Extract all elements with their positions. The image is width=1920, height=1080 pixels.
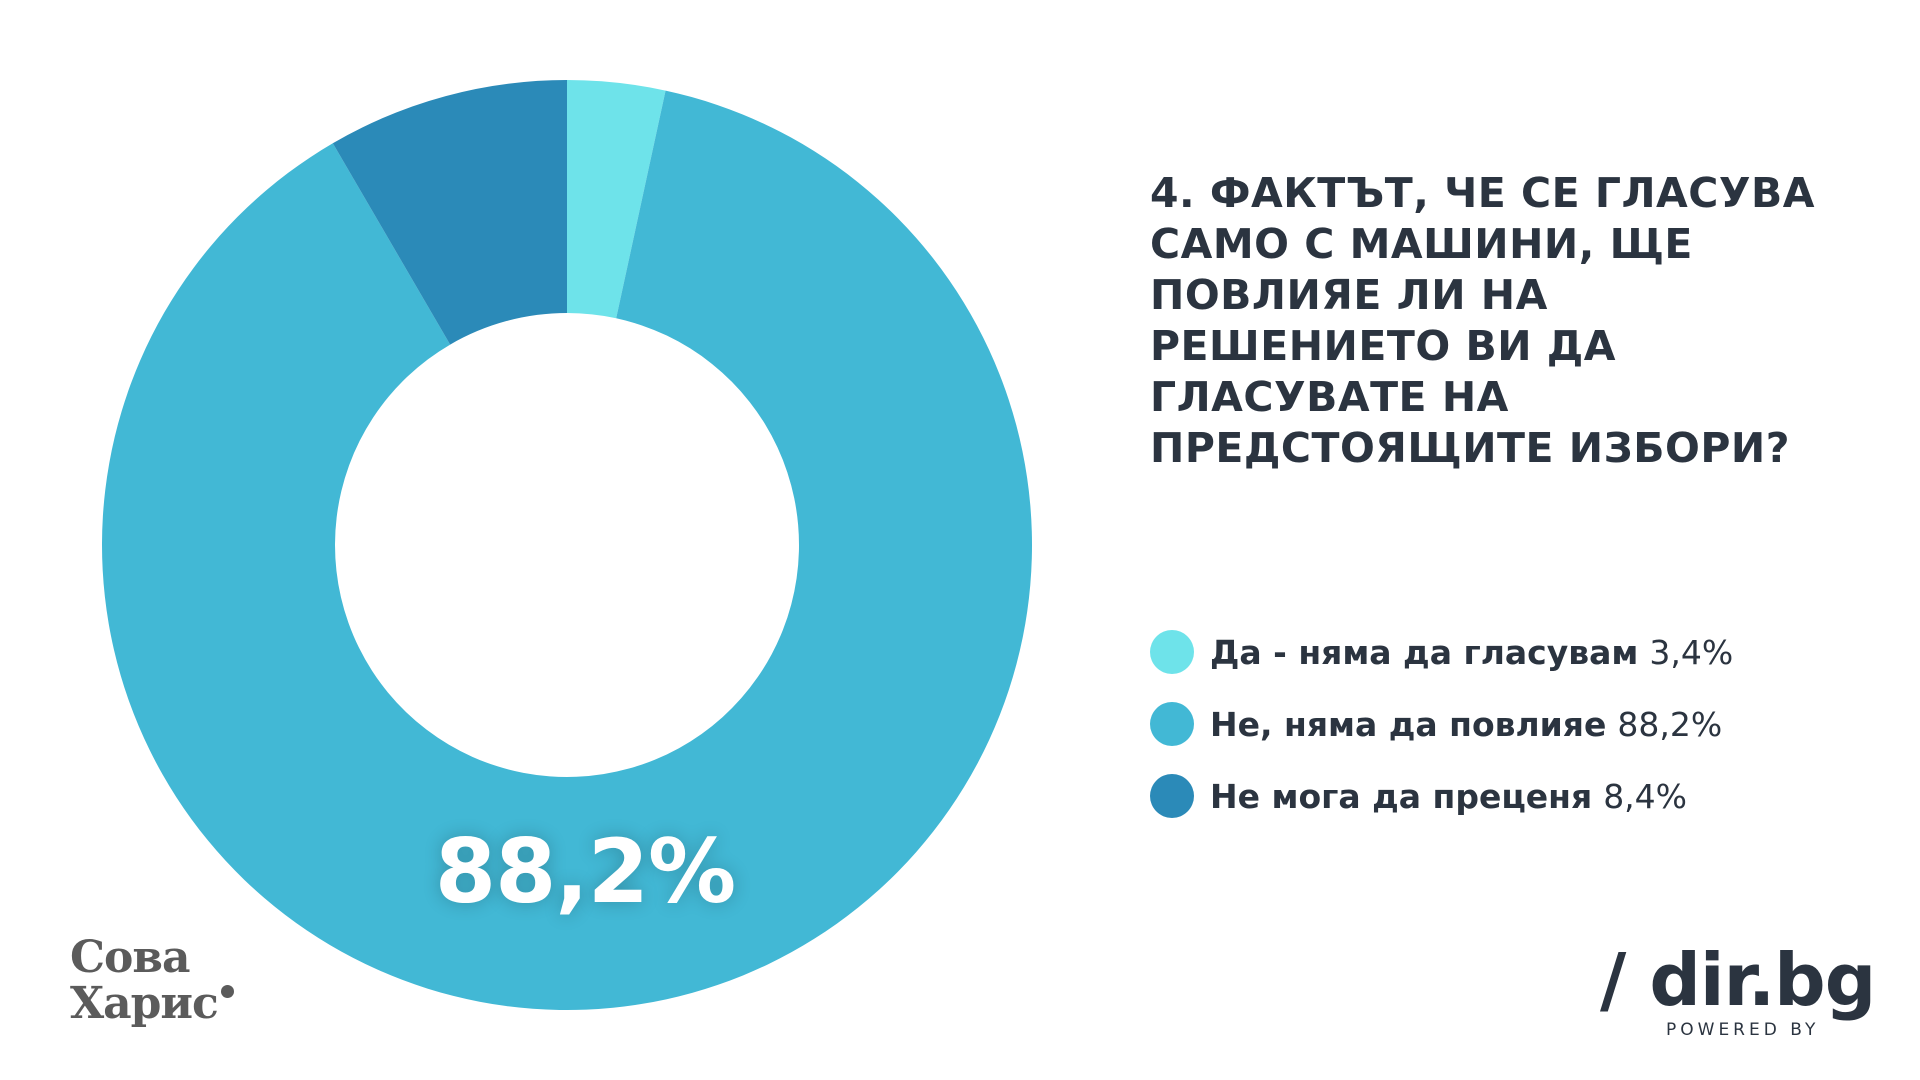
legend-dot-no-wont-affect bbox=[1150, 702, 1194, 746]
slice-no-wont-affect bbox=[102, 90, 1033, 1011]
legend-value: 8,4% bbox=[1603, 776, 1688, 816]
question-title: 4. ФАКТЪТ, ЧЕ СЕ ГЛАСУВА САМО С МАШИНИ, … bbox=[1150, 169, 1815, 472]
legend-label: Не мога да преценя bbox=[1210, 776, 1593, 816]
legend-label: Да - няма да гласувам bbox=[1210, 632, 1639, 672]
legend-item-yes-wont-vote: Да - няма да гласувам 3,4% bbox=[1150, 630, 1733, 674]
legend-item-cant-judge: Не мога да преценя 8,4% bbox=[1150, 774, 1733, 818]
slice-cant-judge bbox=[332, 80, 567, 345]
logo-line-2: Харис bbox=[70, 981, 234, 1027]
powered-by-text: POWERED BY bbox=[1666, 1020, 1820, 1040]
dir-bg-wordmark: / dir.bg bbox=[1600, 938, 1876, 1022]
highlight-percentage: 88,2% bbox=[434, 820, 736, 923]
legend-dot-cant-judge bbox=[1150, 774, 1194, 818]
slice-yes-wont-vote bbox=[567, 80, 666, 319]
logo-line-1: Сова bbox=[70, 932, 190, 983]
legend-value: 3,4% bbox=[1649, 632, 1734, 672]
legend: Да - няма да гласувам 3,4% Не, няма да п… bbox=[1150, 630, 1733, 846]
legend-value: 88,2% bbox=[1617, 704, 1723, 744]
sova-haris-logo: Сова Харис bbox=[70, 935, 234, 1027]
logo-dot-icon bbox=[220, 985, 234, 998]
legend-item-no-wont-affect: Не, няма да повлияе 88,2% bbox=[1150, 702, 1733, 746]
dir-bg-logo: / dir.bg POWERED BY bbox=[1600, 940, 1876, 1050]
legend-dot-yes-wont-vote bbox=[1150, 630, 1194, 674]
legend-label: Не, няма да повлияе bbox=[1210, 704, 1607, 744]
logo-line-2-text: Харис bbox=[70, 978, 219, 1029]
